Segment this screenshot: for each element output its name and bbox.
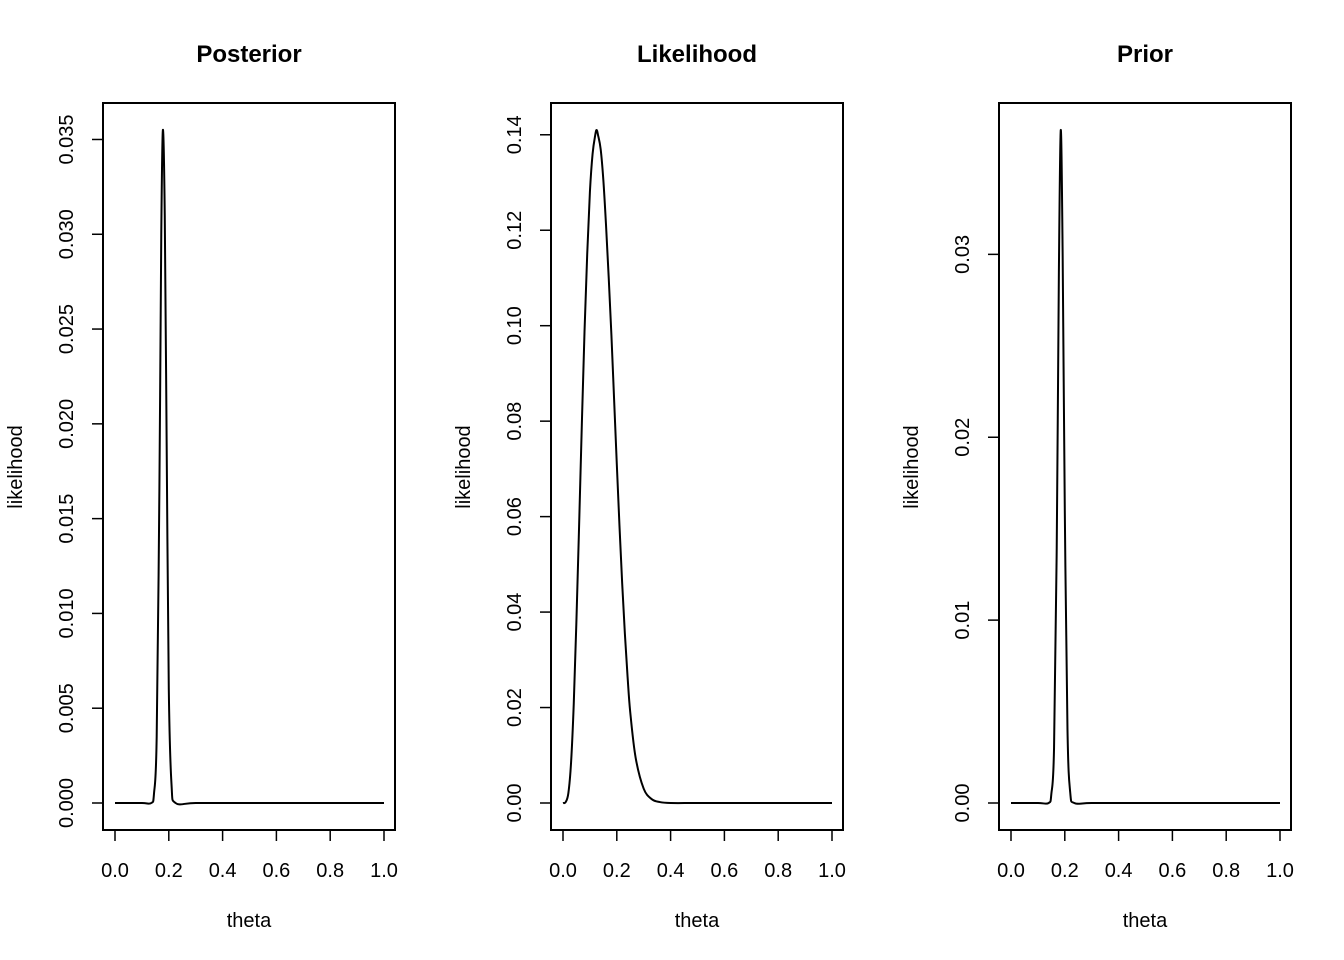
series-line [562,129,832,805]
y-tick-label: 0.02 [504,688,526,727]
x-tick-label: 0.2 [1051,860,1079,882]
x-axis-title: theta [1123,910,1168,932]
y-tick-label: 0.015 [56,494,78,544]
y-tick-label: 0.000 [56,778,78,828]
y-tick-label: 0.14 [504,115,526,154]
y-tick-label: 0.06 [504,497,526,536]
y-axis-title: likelihood [5,425,27,508]
panel-likelihood: Likelihood 0.0 0.2 0.4 0.6 0.8 1.0 0.00 0.02 0.04… [453,41,846,932]
y-tick-label: 0.010 [56,588,78,638]
series-line [1011,128,1280,805]
x-tick-label: 0.4 [657,860,685,882]
y-tick-label: 0.08 [504,402,526,441]
x-tick-label: 0.6 [710,860,738,882]
x-tick-label: 0.4 [209,860,237,882]
y-axis-title: likelihood [453,425,475,508]
y-tick-label: 0.00 [952,784,974,823]
x-tick-label: 1.0 [818,860,846,882]
x-tick-label: 0.8 [316,860,344,882]
y-tick-label: 0.04 [504,593,526,632]
chart-title: Likelihood [637,41,757,68]
x-tick-label: 0.0 [997,860,1025,882]
x-tick-label: 0.8 [1212,860,1240,882]
y-tick-label: 0.025 [56,304,78,354]
x-tick-label: 0.6 [1158,860,1186,882]
panel-prior: Prior 0.0 0.2 0.4 0.6 0.8 1.0 0.00 0.01 0.02 0.03 t… [901,41,1294,932]
y-tick-label: 0.00 [504,784,526,823]
y-tick-label: 0.01 [952,601,974,640]
panel-posterior: Posterior 0.0 0.2 0.4 0.6 0.8 1.0 0.000 0.005 0.0… [5,41,398,932]
x-tick-label: 0.8 [764,860,792,882]
y-axis-title: likelihood [901,425,923,508]
y-tick-label: 0.10 [504,306,526,345]
y-tick-label: 0.02 [952,418,974,457]
x-tick-label: 0.0 [549,860,577,882]
y-tick-label: 0.005 [56,683,78,733]
x-tick-label: 0.2 [155,860,183,882]
plot-frame [550,102,844,831]
plot-frame [998,102,1292,831]
x-tick-label: 1.0 [1266,860,1294,882]
y-tick-label: 0.035 [56,114,78,164]
x-tick-label: 0.0 [101,860,129,882]
x-tick-label: 0.6 [262,860,290,882]
x-tick-label: 0.2 [603,860,631,882]
y-tick-label: 0.030 [56,209,78,259]
plot-frame [102,102,396,831]
y-tick-label: 0.03 [952,235,974,274]
y-tick-label: 0.12 [504,211,526,250]
chart-title: Posterior [196,41,301,68]
x-tick-label: 1.0 [370,860,398,882]
series-line [115,128,384,806]
x-axis-title: theta [227,910,272,932]
chart-title: Prior [1117,41,1173,68]
x-tick-label: 0.4 [1105,860,1133,882]
y-tick-label: 0.020 [56,399,78,449]
x-axis-title: theta [675,910,720,932]
